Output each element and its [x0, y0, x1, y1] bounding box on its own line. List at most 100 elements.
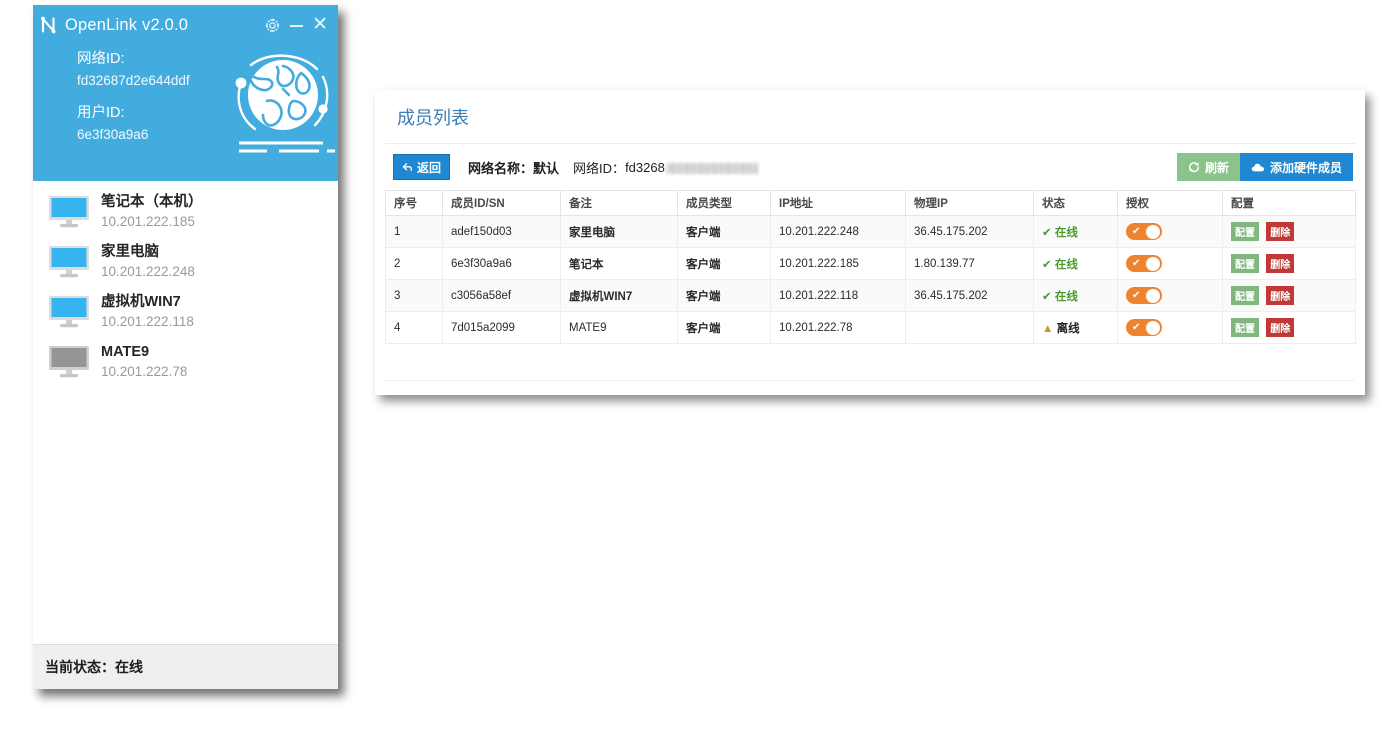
list-item[interactable]: 家里电脑 10.201.222.248 — [33, 237, 338, 287]
cell-config: 配置 删除 — [1222, 279, 1356, 312]
delete-button[interactable]: 删除 — [1266, 254, 1295, 273]
title-bar: OpenLink v2.0.0 ✕ — [33, 5, 338, 45]
network-id-label: 网络ID： — [573, 160, 626, 176]
table-header-row: 序号 成员ID/SN 备注 成员类型 IP地址 物理IP 状态 授权 配置 — [385, 190, 1356, 216]
status-badge: ✔ 在线 — [1042, 226, 1078, 239]
cell-config: 配置 删除 — [1222, 311, 1356, 344]
cell-auth: ✔ — [1117, 247, 1223, 280]
check-icon: ✔ — [1042, 258, 1052, 271]
status-badge: ▲ 离线 — [1042, 322, 1080, 335]
network-id-redacted — [665, 162, 758, 174]
back-button-label: 返回 — [417, 160, 442, 175]
back-button[interactable]: 返回 — [393, 154, 451, 180]
toggle-knob — [1146, 256, 1160, 271]
add-member-button-label: 添加硬件成员 — [1269, 160, 1342, 175]
device-name: 家里电脑 — [101, 244, 159, 260]
check-icon: ✔ — [1042, 226, 1052, 239]
cell-physical-ip: 36.45.175.202 — [905, 279, 1034, 312]
config-button[interactable]: 配置 — [1231, 254, 1259, 273]
toggle-knob — [1146, 288, 1160, 303]
cell-ip: 10.201.222.78 — [770, 311, 906, 344]
globe-icon — [235, 54, 335, 153]
auth-toggle[interactable]: ✔ — [1126, 319, 1162, 336]
refresh-icon — [1188, 162, 1199, 173]
toggle-knob — [1146, 224, 1160, 239]
cell-ip: 10.201.222.185 — [770, 247, 906, 280]
app-title: OpenLink v2.0.0 — [65, 15, 189, 34]
openlink-app-window: OpenLink v2.0.0 ✕ — [33, 5, 338, 689]
device-ip: 10.201.222.248 — [101, 264, 195, 279]
list-item[interactable]: 笔记本（本机） 10.201.222.185 — [33, 187, 338, 237]
identity-block: 网络ID: fd32687d2e644ddf 用户ID: 6e3f30a9a6 — [77, 49, 190, 145]
device-list: 笔记本（本机） 10.201.222.185 家里电脑 10.201.222.2… — [33, 181, 338, 644]
list-item[interactable]: 虚拟机WIN7 10.201.222.118 — [33, 287, 338, 337]
monitor-icon — [49, 246, 89, 278]
column-header-ip: IP地址 — [770, 190, 906, 216]
cloud-icon — [1251, 163, 1265, 171]
back-arrow-icon — [402, 162, 412, 171]
column-header-auth: 授权 — [1117, 190, 1223, 216]
column-header-member-id: 成员ID/SN — [442, 190, 561, 216]
refresh-button[interactable]: 刷新 — [1176, 153, 1240, 181]
close-icon[interactable]: ✕ — [312, 14, 328, 35]
cell-ip: 10.201.222.118 — [770, 279, 906, 312]
cell-physical-ip: 36.45.175.202 — [905, 215, 1034, 248]
cell-member-id: 6e3f30a9a6 — [442, 247, 561, 280]
auth-toggle[interactable]: ✔ — [1126, 223, 1162, 240]
column-header-index: 序号 — [385, 190, 443, 216]
cell-index: 1 — [385, 215, 443, 248]
cell-member-id: adef150d03 — [442, 215, 561, 248]
cell-remark: 虚拟机WIN7 — [560, 279, 678, 312]
cell-type: 客户端 — [677, 311, 771, 344]
config-button[interactable]: 配置 — [1231, 318, 1259, 337]
footer-divider — [385, 380, 1355, 381]
cell-physical-ip — [905, 311, 1034, 344]
add-hardware-member-button[interactable]: 添加硬件成员 — [1239, 153, 1353, 181]
gear-icon[interactable] — [264, 17, 281, 34]
minimize-icon[interactable] — [290, 23, 304, 27]
auth-toggle[interactable]: ✔ — [1126, 287, 1162, 304]
refresh-button-label: 刷新 — [1204, 160, 1229, 175]
page-title: 成员列表 — [385, 90, 1355, 144]
cell-auth: ✔ — [1117, 215, 1223, 248]
check-icon: ✔ — [1132, 321, 1141, 333]
network-node-icon — [41, 16, 56, 34]
column-header-status: 状态 — [1033, 190, 1118, 216]
table-row: 3 c3056a58ef 虚拟机WIN7 客户端 10.201.222.118 … — [385, 279, 1356, 312]
cell-type: 客户端 — [677, 279, 771, 312]
network-id-value: fd32687d2e644ddf — [77, 73, 190, 88]
table-row: 4 7d015a2099 MATE9 客户端 10.201.222.78 ▲ 离… — [385, 311, 1356, 344]
cell-remark: MATE9 — [560, 311, 678, 344]
network-id-value: fd3268 — [625, 159, 665, 175]
cell-index: 4 — [385, 311, 443, 344]
table-row: 1 adef150d03 家里电脑 客户端 10.201.222.248 36.… — [385, 215, 1356, 248]
delete-button[interactable]: 删除 — [1266, 318, 1295, 337]
table-row: 2 6e3f30a9a6 笔记本 客户端 10.201.222.185 1.80… — [385, 247, 1356, 280]
monitor-icon — [49, 196, 89, 228]
cell-status: ✔ 在线 — [1033, 247, 1118, 280]
warning-icon: ▲ — [1042, 322, 1054, 335]
check-icon: ✔ — [1042, 290, 1052, 303]
status-badge: ✔ 在线 — [1042, 290, 1078, 303]
device-ip: 10.201.222.78 — [101, 364, 188, 379]
config-button[interactable]: 配置 — [1231, 222, 1259, 241]
config-button[interactable]: 配置 — [1231, 286, 1259, 305]
auth-toggle[interactable]: ✔ — [1126, 255, 1162, 272]
column-header-config: 配置 — [1222, 190, 1356, 216]
cell-remark: 笔记本 — [560, 247, 678, 280]
list-item[interactable]: MATE9 10.201.222.78 — [33, 337, 338, 387]
delete-button[interactable]: 删除 — [1266, 222, 1295, 241]
cell-ip: 10.201.222.248 — [770, 215, 906, 248]
cell-type: 客户端 — [677, 215, 771, 248]
app-header: OpenLink v2.0.0 ✕ — [33, 5, 338, 181]
device-ip: 10.201.222.185 — [101, 214, 195, 229]
toolbar-actions: 刷新 添加硬件成员 — [1176, 153, 1353, 181]
device-ip: 10.201.222.118 — [101, 314, 194, 329]
window-controls: ✕ — [264, 14, 328, 35]
network-name-label: 网络名称： — [468, 160, 534, 176]
cell-index: 2 — [385, 247, 443, 280]
delete-button[interactable]: 删除 — [1266, 286, 1295, 305]
cell-auth: ✔ — [1117, 279, 1223, 312]
cell-remark: 家里电脑 — [560, 215, 678, 248]
